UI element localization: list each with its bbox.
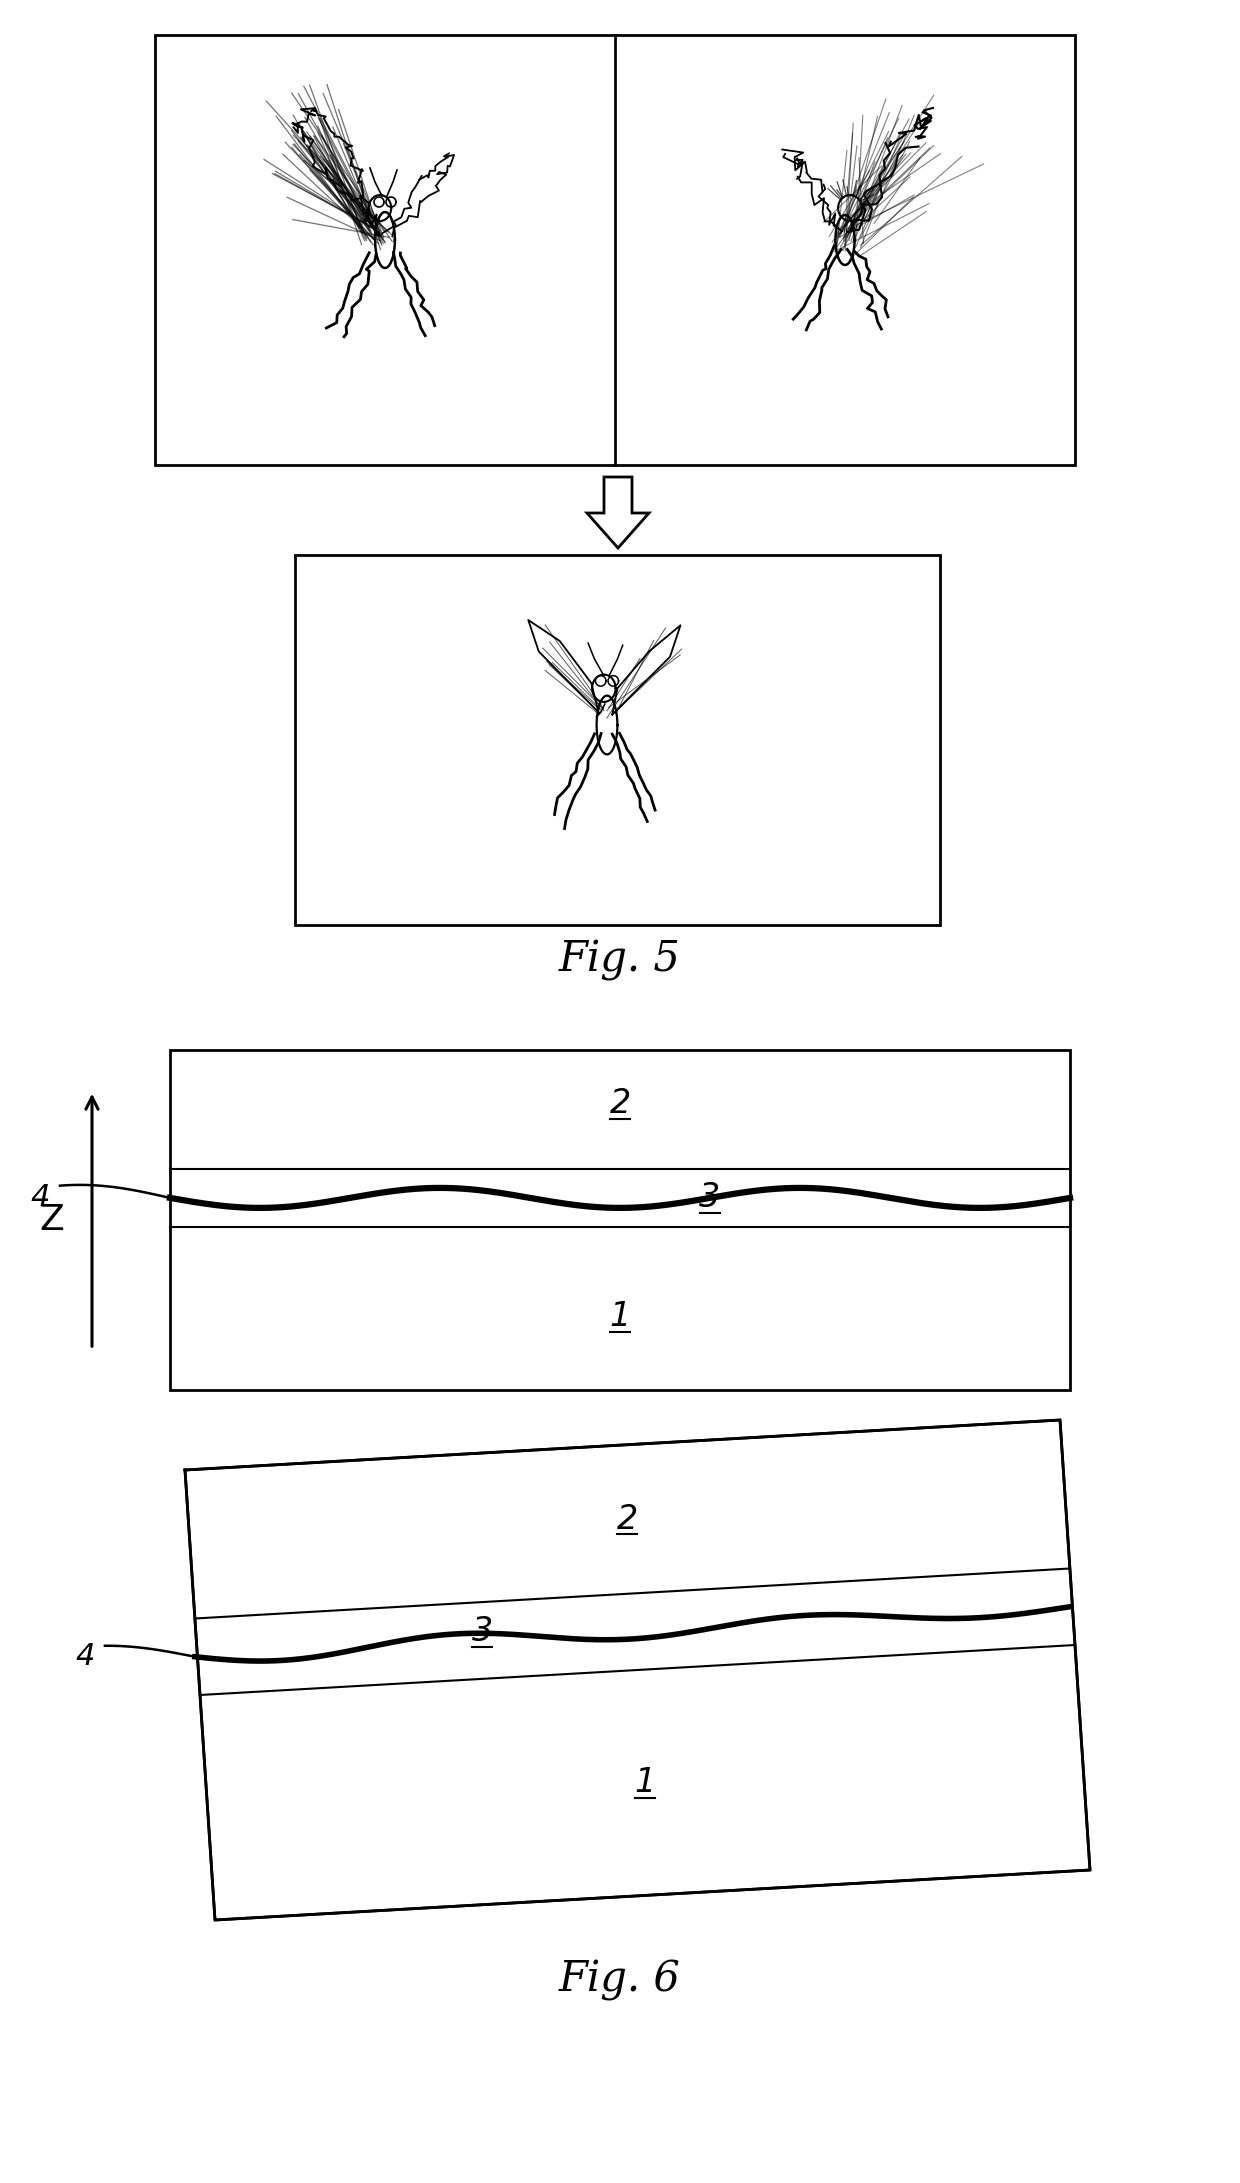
Text: 4: 4 (31, 1183, 50, 1212)
Text: 3: 3 (699, 1181, 720, 1214)
Bar (155, 35, 1075, 465)
Text: Z: Z (40, 1203, 64, 1238)
Text: 2: 2 (609, 1087, 631, 1120)
Text: 1: 1 (635, 1766, 656, 1799)
Polygon shape (185, 1419, 1090, 1921)
Bar (170, 1050, 1070, 1391)
Text: Fig. 6: Fig. 6 (559, 1958, 681, 2002)
Text: 3: 3 (472, 1615, 494, 1648)
Bar (295, 554, 940, 926)
Polygon shape (587, 478, 649, 548)
Text: 4: 4 (76, 1642, 95, 1672)
Text: 2: 2 (616, 1502, 639, 1537)
Text: Fig. 5: Fig. 5 (559, 939, 681, 980)
Text: 1: 1 (609, 1301, 631, 1334)
